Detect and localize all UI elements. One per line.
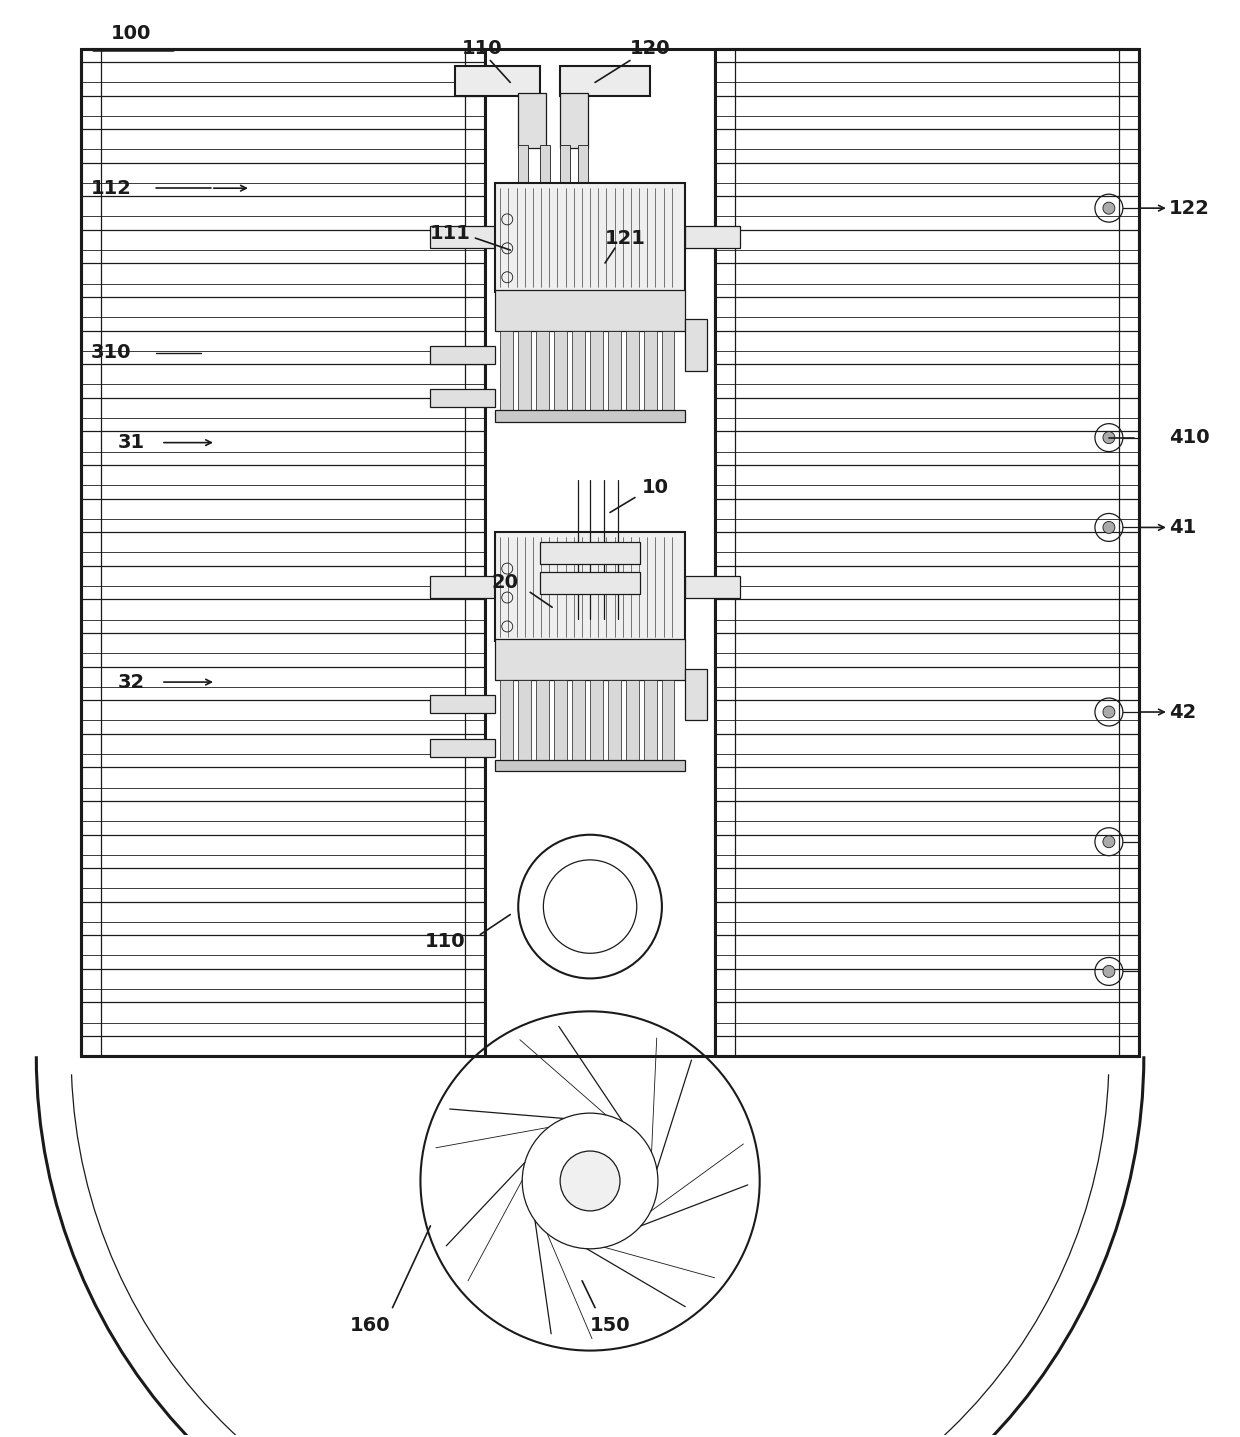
Bar <box>626 331 639 415</box>
Bar <box>430 576 495 598</box>
Text: 160: 160 <box>350 1316 391 1335</box>
Text: 112: 112 <box>91 178 131 198</box>
Bar <box>684 576 740 598</box>
Bar <box>541 542 640 565</box>
Bar <box>430 346 495 364</box>
Bar <box>81 49 1138 1056</box>
Bar <box>572 680 585 764</box>
Bar <box>590 680 603 764</box>
Circle shape <box>1102 966 1115 977</box>
Circle shape <box>560 1151 620 1211</box>
Bar <box>518 680 531 764</box>
Bar <box>684 319 707 371</box>
Bar <box>455 66 541 96</box>
Bar <box>560 66 650 96</box>
Text: 31: 31 <box>118 433 145 453</box>
Text: 41: 41 <box>1169 517 1197 537</box>
Bar <box>608 331 620 415</box>
Bar <box>541 572 640 595</box>
Text: 310: 310 <box>91 343 131 362</box>
Circle shape <box>1102 836 1115 848</box>
Bar <box>495 290 684 331</box>
Text: 120: 120 <box>630 39 671 57</box>
Text: 410: 410 <box>1169 428 1209 447</box>
Bar <box>430 739 495 757</box>
Text: 10: 10 <box>641 479 668 497</box>
Text: 110: 110 <box>463 39 502 57</box>
Bar <box>578 145 588 203</box>
Circle shape <box>1102 706 1115 718</box>
Text: 121: 121 <box>605 228 646 247</box>
Bar <box>541 145 551 203</box>
Bar <box>662 680 675 764</box>
Bar <box>430 227 495 249</box>
Bar <box>518 145 528 203</box>
Bar <box>495 760 684 772</box>
Bar <box>554 680 567 764</box>
Bar <box>644 680 656 764</box>
Bar <box>662 331 675 415</box>
Bar <box>430 389 495 408</box>
Bar <box>495 182 684 292</box>
Text: 110: 110 <box>425 933 466 951</box>
Text: 100: 100 <box>110 24 151 43</box>
Bar <box>608 680 620 764</box>
Text: 20: 20 <box>492 573 518 592</box>
Bar <box>554 331 567 415</box>
Text: 32: 32 <box>118 673 145 691</box>
Bar <box>536 331 549 415</box>
Text: 111: 111 <box>430 224 471 243</box>
Bar <box>536 680 549 764</box>
Circle shape <box>1102 522 1115 533</box>
Bar <box>430 696 495 713</box>
Text: 150: 150 <box>590 1316 630 1335</box>
Bar <box>500 331 513 415</box>
Bar <box>626 680 639 764</box>
Text: 42: 42 <box>1169 703 1197 721</box>
Bar <box>684 668 707 720</box>
Bar <box>560 93 588 148</box>
Bar <box>560 145 570 203</box>
Text: 122: 122 <box>1169 198 1210 217</box>
Bar <box>495 533 684 641</box>
Circle shape <box>1102 203 1115 214</box>
Bar <box>572 331 585 415</box>
Bar <box>518 93 546 148</box>
Bar <box>590 331 603 415</box>
Bar <box>684 227 740 249</box>
Bar <box>495 639 684 680</box>
Bar <box>495 411 684 422</box>
Circle shape <box>1102 431 1115 444</box>
Bar <box>644 331 656 415</box>
Bar <box>518 331 531 415</box>
Bar <box>500 680 513 764</box>
